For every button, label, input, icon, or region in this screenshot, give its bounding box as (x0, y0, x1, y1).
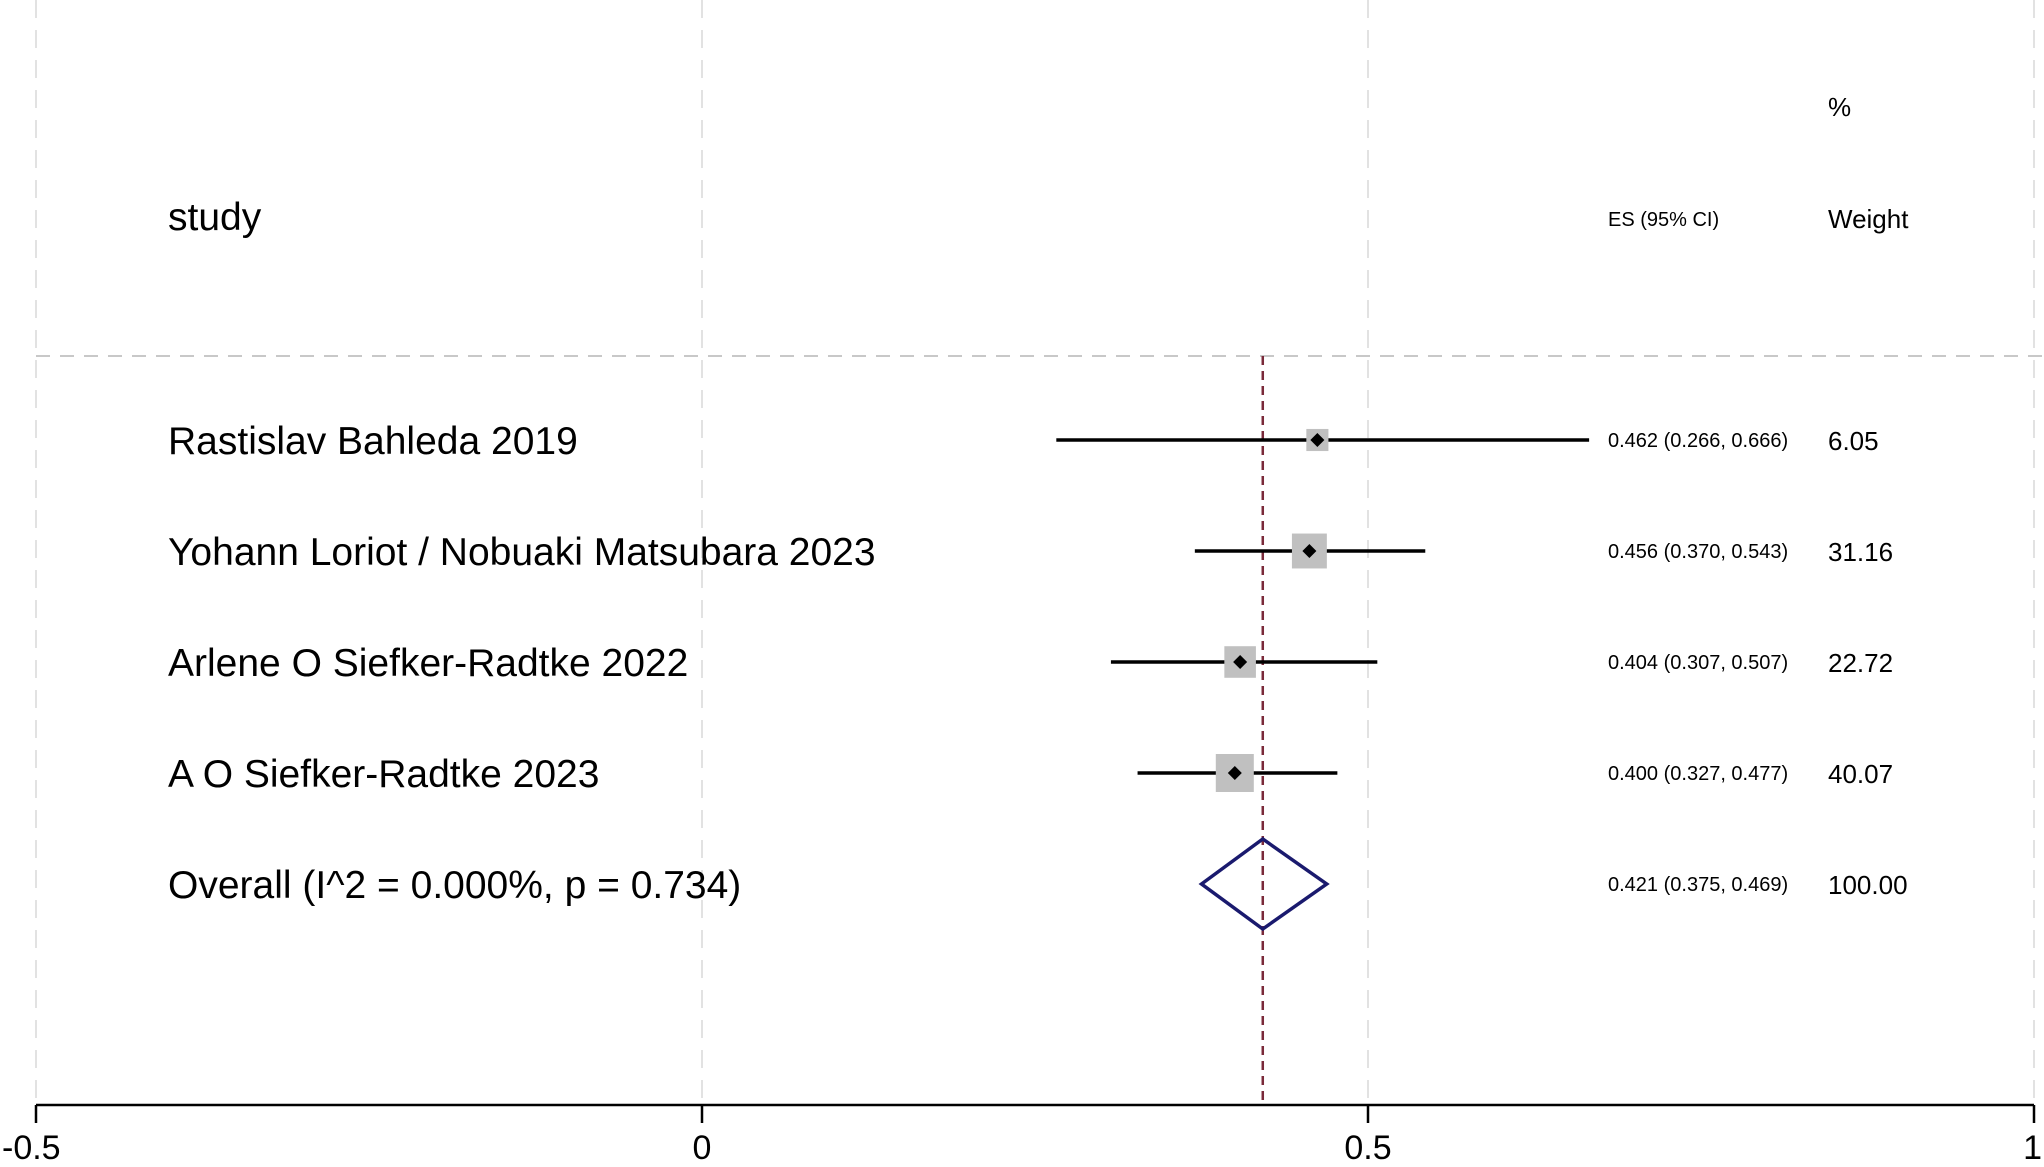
x-axis: -0.5 0 0.5 1 (2, 1103, 2042, 1167)
effect-size-label: 0.456 (0.370, 0.543) (1608, 541, 1788, 563)
header-weight-percent: % (1828, 92, 1851, 122)
x-tick-label-0: -0.5 (2, 1129, 61, 1167)
point-estimate-marker (1302, 544, 1317, 558)
header-weight: Weight (1828, 204, 1909, 234)
x-tick-label-2: 0.5 (1344, 1129, 1391, 1167)
effect-size-label: 0.462 (0.266, 0.666) (1608, 430, 1788, 452)
header-study: study (168, 196, 262, 239)
study-label: Arlene O Siefker-Radtke 2022 (168, 642, 688, 685)
effect-size-label: 0.404 (0.307, 0.507) (1608, 652, 1788, 674)
overall-diamond (1198, 836, 1330, 932)
x-tick-label-1: 0 (693, 1129, 712, 1167)
study-row-2: Arlene O Siefker-Radtke 2022 0.404 (0.307… (168, 642, 1893, 685)
study-rows: Rastislav Bahleda 2019 0.462 (0.266, 0.66… (168, 356, 1908, 1105)
overall-row: Overall (I^2 = 0.000%, p = 0.734) 0.421 (… (168, 836, 1908, 932)
point-estimate-marker (1227, 766, 1242, 780)
effect-size-label: 0.400 (0.327, 0.477) (1608, 763, 1788, 785)
weight-label: 6.05 (1828, 426, 1879, 456)
overall-label: Overall (I^2 = 0.000%, p = 0.734) (168, 864, 741, 907)
point-estimate-marker (1233, 655, 1248, 669)
study-label: A O Siefker-Radtke 2023 (168, 753, 599, 796)
study-row-0: Rastislav Bahleda 2019 0.462 (0.266, 0.66… (168, 420, 1879, 463)
overall-effect-size-label: 0.421 (0.375, 0.469) (1608, 874, 1788, 896)
weight-label: 31.16 (1828, 537, 1893, 567)
point-estimate-marker (1310, 433, 1325, 447)
study-label: Yohann Loriot / Nobuaki Matsubara 2023 (168, 531, 876, 574)
overall-weight-label: 100.00 (1828, 870, 1908, 900)
study-row-3: A O Siefker-Radtke 2023 0.400 (0.327, 0.4… (168, 753, 1893, 796)
weight-label: 22.72 (1828, 648, 1893, 678)
weight-label: 40.07 (1828, 759, 1893, 789)
x-tick-label-3: 1 (2023, 1129, 2042, 1167)
study-label: Rastislav Bahleda 2019 (168, 420, 578, 463)
header-es: ES (95% CI) (1608, 209, 1719, 231)
study-row-1: Yohann Loriot / Nobuaki Matsubara 2023 0.… (168, 531, 1893, 574)
